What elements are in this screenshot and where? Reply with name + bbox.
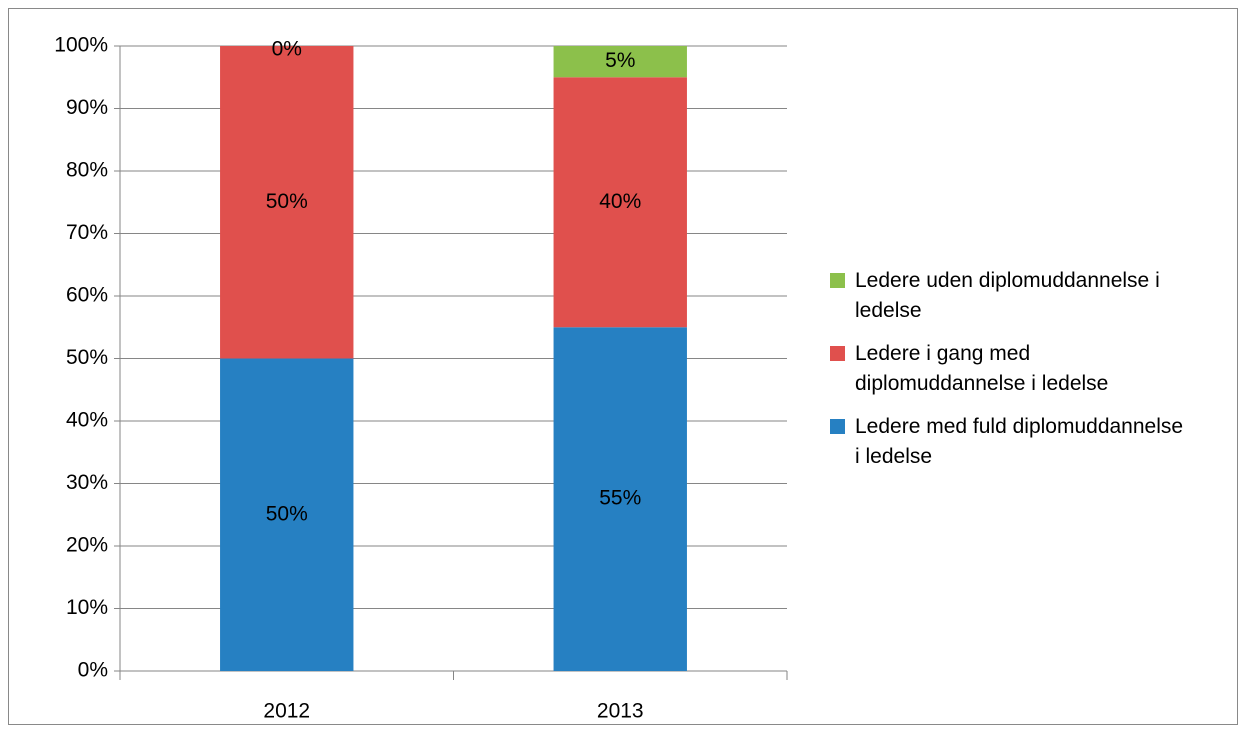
y-tick-label: 70% xyxy=(66,221,108,244)
legend: Ledere uden diplomuddannelse i ledelse Le… xyxy=(830,266,1190,485)
data-label: 50% xyxy=(266,502,308,525)
data-label: 40% xyxy=(599,190,641,213)
bar-segment xyxy=(220,46,354,359)
y-tick-label: 90% xyxy=(66,96,108,119)
legend-label: Ledere med fuld diplomuddannelse i ledel… xyxy=(855,415,1184,468)
legend-label: Ledere uden diplomuddannelse i ledelse xyxy=(855,269,1160,322)
bar-segment xyxy=(553,327,687,671)
y-tick-label: 80% xyxy=(66,159,108,182)
bar-segment xyxy=(553,77,687,328)
bar-segment xyxy=(553,46,687,78)
legend-swatch xyxy=(830,346,845,361)
legend-entry: Ledere med fuld diplomuddannelse i ledel… xyxy=(830,412,1190,472)
y-tick-label: 30% xyxy=(66,471,108,494)
y-tick-label: 10% xyxy=(66,596,108,619)
x-tick-label: 2013 xyxy=(597,700,644,723)
legend-label: Ledere i gang med diplomuddannelse i led… xyxy=(855,342,1109,395)
y-tick-label: 40% xyxy=(66,409,108,432)
legend-swatch xyxy=(830,273,845,288)
bar-segment xyxy=(220,358,354,671)
y-tick-label: 100% xyxy=(54,34,108,57)
legend-entry: Ledere i gang med diplomuddannelse i led… xyxy=(830,339,1190,399)
legend-entry: Ledere uden diplomuddannelse i ledelse xyxy=(830,266,1190,326)
data-label: 55% xyxy=(599,487,641,510)
data-label: 5% xyxy=(605,49,635,72)
y-tick-label: 50% xyxy=(66,346,108,369)
data-label: 50% xyxy=(266,190,308,213)
data-label: 0% xyxy=(272,38,302,61)
chart-border xyxy=(8,8,1238,725)
y-tick-label: 20% xyxy=(66,534,108,557)
y-tick-label: 0% xyxy=(78,659,108,682)
legend-swatch xyxy=(830,419,845,434)
x-tick-label: 2012 xyxy=(263,700,310,723)
y-tick-label: 60% xyxy=(66,284,108,307)
